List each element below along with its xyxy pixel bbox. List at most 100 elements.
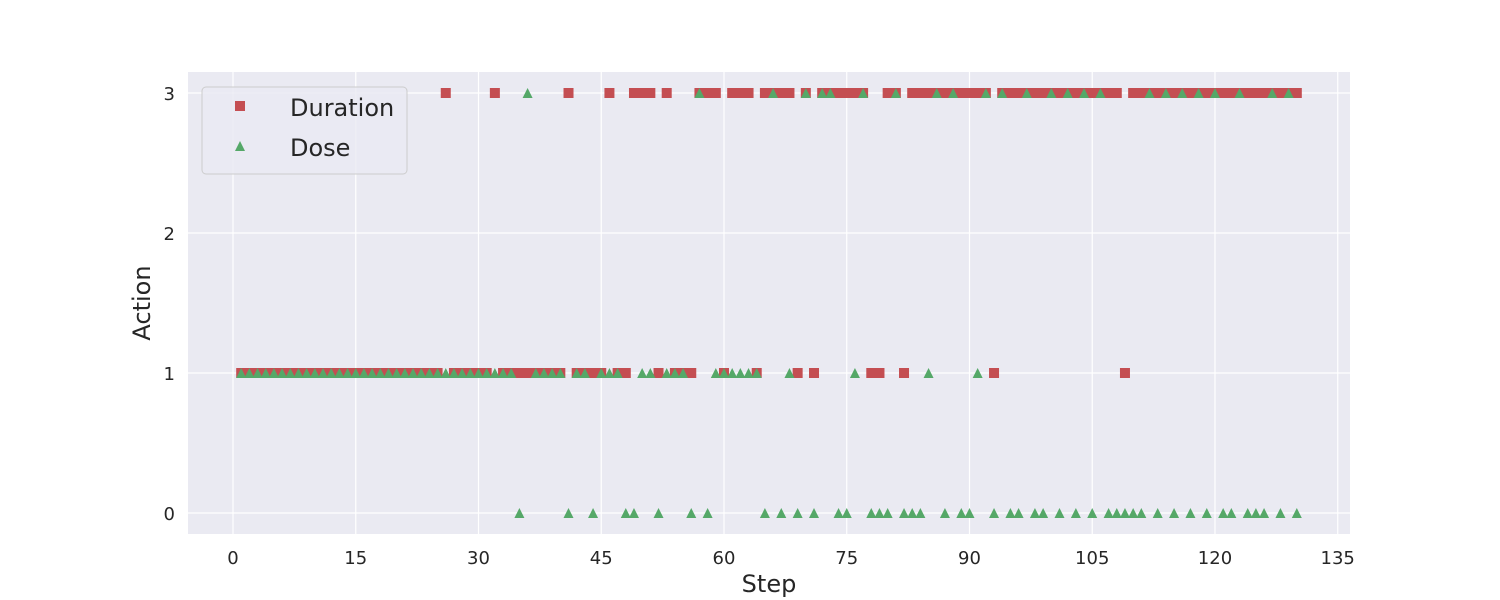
dose-point (702, 508, 713, 518)
dose-point (866, 508, 877, 518)
dose-point (841, 508, 852, 518)
y-tick-label: 3 (164, 84, 175, 105)
dose-point (1021, 88, 1032, 98)
duration-point (1218, 88, 1229, 98)
duration-point (1152, 88, 1163, 98)
duration-point (989, 368, 1000, 378)
dose-point (268, 368, 279, 378)
dose-point (1291, 508, 1302, 518)
dose-point (309, 368, 320, 378)
duration-point (563, 88, 574, 98)
dose-point (260, 368, 271, 378)
duration-point (686, 368, 697, 378)
dose-point (424, 368, 435, 378)
duration-point (1169, 88, 1180, 98)
dose-point (637, 368, 648, 378)
duration-point (522, 368, 533, 378)
dose-point (555, 368, 566, 378)
dose-point (645, 368, 656, 378)
dose-point (792, 508, 803, 518)
duration-point (1111, 88, 1122, 98)
duration-point (604, 88, 615, 98)
dose-point (1046, 88, 1057, 98)
duration-point (1029, 88, 1040, 98)
legend-duration-marker (235, 101, 245, 111)
dose-point (391, 368, 402, 378)
dose-point (980, 88, 991, 98)
dose-point (1234, 88, 1245, 98)
dose-point (318, 368, 329, 378)
duration-point (792, 368, 803, 378)
legend-duration-label: Duration (290, 94, 394, 122)
duration-point (710, 88, 721, 98)
dose-point (939, 508, 950, 518)
dose-point (809, 508, 820, 518)
x-tick-label: 30 (467, 548, 490, 569)
duration-point (645, 88, 656, 98)
dose-point (678, 368, 689, 378)
dose-point (1087, 508, 1098, 518)
dose-point (669, 368, 680, 378)
x-tick-label: 75 (835, 548, 858, 569)
dose-point (538, 368, 549, 378)
dose-point (1103, 508, 1114, 518)
x-axis-label: Step (742, 570, 797, 598)
dose-point (800, 88, 811, 98)
dose-point (686, 508, 697, 518)
dose-point (252, 368, 263, 378)
x-tick-label: 105 (1075, 548, 1109, 569)
duration-point (882, 88, 893, 98)
dose-point (735, 368, 746, 378)
dose-point (997, 88, 1008, 98)
dose-point (457, 368, 468, 378)
duration-point (899, 368, 910, 378)
duration-point (1275, 88, 1286, 98)
dose-point (588, 508, 599, 518)
duration-point (1136, 88, 1147, 98)
dose-point (277, 368, 288, 378)
x-tick-label: 15 (344, 548, 367, 569)
legend-dose-marker (235, 141, 245, 151)
dose-point (465, 368, 476, 378)
duration-point (923, 88, 934, 98)
duration-point (1054, 88, 1065, 98)
dose-point (694, 88, 705, 98)
dose-point (727, 368, 738, 378)
dose-point (1095, 88, 1106, 98)
duration-point (784, 88, 795, 98)
duration-point (972, 88, 983, 98)
legend-box (201, 86, 408, 175)
dose-point (1070, 508, 1081, 518)
dose-point (1242, 508, 1253, 518)
duration-point (1013, 88, 1024, 98)
dose-point (285, 368, 296, 378)
dose-point (882, 508, 893, 518)
duration-point (1185, 88, 1196, 98)
duration-point (653, 368, 664, 378)
dose-point (448, 368, 459, 378)
duration-point (1201, 88, 1212, 98)
duration-point (514, 368, 525, 378)
dose-point (1275, 508, 1286, 518)
dose-point (923, 368, 934, 378)
x-tick-label: 0 (227, 548, 238, 569)
dose-point (375, 368, 386, 378)
dose-point (440, 368, 451, 378)
dose-point (653, 508, 664, 518)
dose-point (718, 368, 729, 378)
dose-point (956, 508, 967, 518)
dose-point (989, 508, 1000, 518)
dose-point (383, 368, 394, 378)
duration-point (1005, 88, 1016, 98)
dose-point (1128, 508, 1139, 518)
duration-point (702, 88, 713, 98)
dose-point (1013, 508, 1024, 518)
dose-point (416, 368, 427, 378)
dose-point (628, 508, 639, 518)
dose-point (1029, 508, 1040, 518)
dose-point (1169, 508, 1180, 518)
duration-point (1087, 88, 1098, 98)
dose-point (236, 368, 247, 378)
dose-point (1226, 508, 1237, 518)
